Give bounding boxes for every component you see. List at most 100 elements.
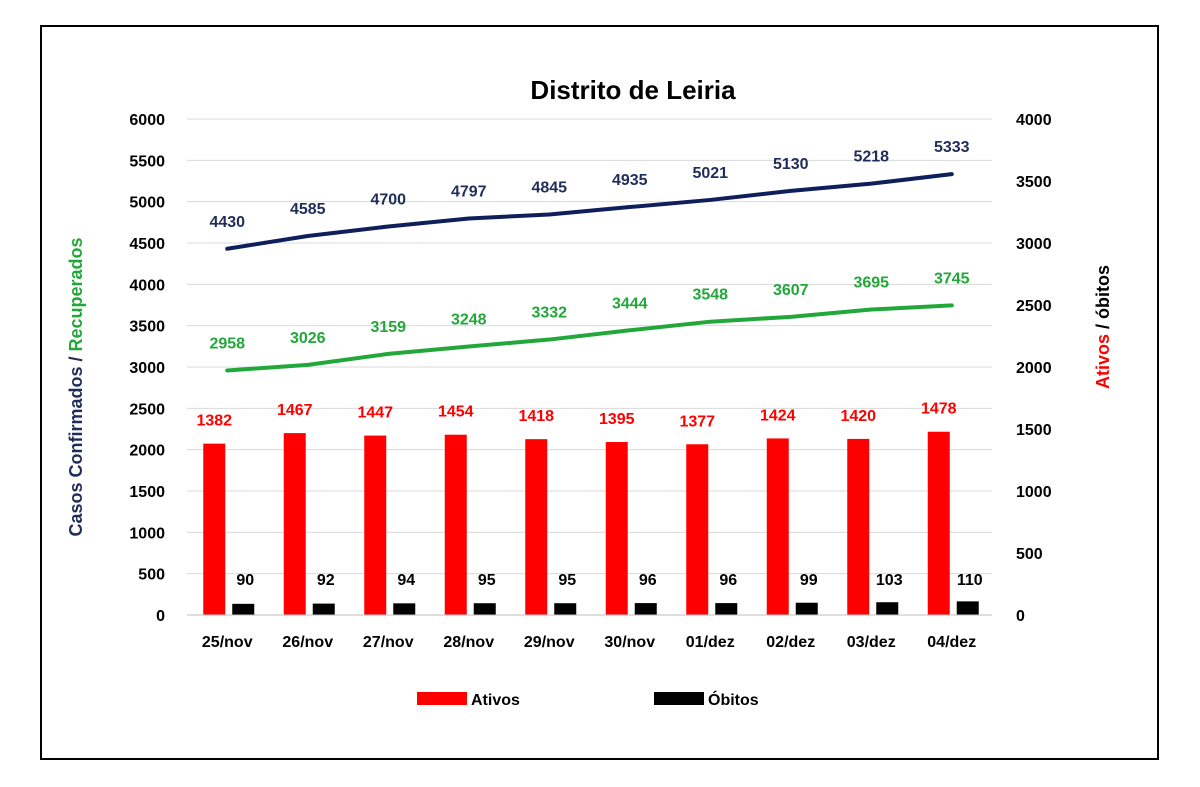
data-label-obitos: 95	[478, 572, 496, 589]
bar-obitos	[232, 603, 255, 615]
data-label-obitos: 103	[876, 572, 903, 589]
left-tick-label: 5000	[129, 195, 165, 212]
left-tick-label: 0	[156, 608, 165, 625]
data-label-ativos: 1454	[438, 404, 474, 421]
left-tick-label: 500	[138, 567, 165, 584]
x-tick-label: 30/nov	[604, 634, 655, 651]
data-label-recuperados: 3248	[451, 311, 487, 328]
bar-obitos	[393, 603, 416, 615]
data-label-recuperados: 3607	[773, 282, 809, 299]
left-axis-label-part: Recuperados	[66, 237, 86, 351]
data-label-recuperados: 3026	[290, 330, 326, 347]
data-label-ativos: 1420	[840, 408, 876, 425]
data-label-recuperados: 3159	[370, 319, 406, 336]
left-tick-label: 6000	[129, 112, 165, 129]
data-label-confirmados: 4797	[451, 183, 487, 200]
x-tick-label: 26/nov	[282, 634, 333, 651]
left-axis-label-part: Casos Confirmados	[66, 367, 86, 537]
lines-group	[225, 172, 954, 373]
bar-ativos	[203, 443, 226, 615]
axes: 0500100015002000250030003500400045005000…	[66, 112, 1113, 651]
data-label-recuperados: 2958	[209, 335, 245, 352]
data-label-confirmados: 4585	[290, 201, 326, 218]
chart-svg: 1382 1467 1447 1454 1418 1395 1377 1424 1420 1478…	[66, 75, 1113, 709]
right-axis-label-part: Ativos	[1093, 334, 1113, 389]
right-axis-label: Ativos / óbitos	[1093, 265, 1113, 389]
bar-ativos	[686, 444, 709, 615]
data-label-ativos: 1447	[357, 405, 393, 422]
left-tick-label: 5500	[129, 153, 165, 170]
data-label-confirmados: 4845	[531, 179, 567, 196]
right-tick-label: 0	[1016, 608, 1025, 625]
bar-obitos	[312, 603, 335, 615]
data-label-obitos: 92	[317, 572, 335, 589]
legend-label-obitos: Óbitos	[708, 690, 759, 709]
data-label-ativos: 1424	[760, 407, 796, 424]
bar-obitos	[634, 603, 657, 615]
left-tick-label: 4500	[129, 236, 165, 253]
right-tick-label: 4000	[1016, 112, 1052, 129]
legend-swatch-obitos	[654, 692, 704, 705]
bar-ativos	[927, 431, 950, 615]
x-tick-label: 04/dez	[927, 634, 976, 651]
legend-swatch-ativos	[417, 692, 467, 705]
x-tick-label: 27/nov	[363, 634, 414, 651]
right-tick-label: 2000	[1016, 360, 1052, 377]
x-tick-label: 01/dez	[686, 634, 735, 651]
data-label-confirmados: 4430	[209, 214, 245, 231]
bar-ativos	[605, 442, 628, 615]
data-label-obitos: 110	[957, 572, 983, 589]
bar-obitos	[473, 603, 496, 615]
data-label-obitos: 95	[558, 572, 576, 589]
data-label-confirmados: 5021	[692, 165, 728, 182]
x-tick-label: 28/nov	[443, 634, 494, 651]
legend: Ativos Óbitos	[417, 690, 759, 709]
right-axis-label-part: / óbitos	[1093, 265, 1113, 334]
data-label-recuperados: 3332	[531, 305, 567, 322]
data-label-obitos: 96	[639, 572, 657, 589]
data-label-obitos: 99	[800, 572, 818, 589]
legend-label-ativos: Ativos	[471, 692, 520, 709]
chart-frame: 1382 1467 1447 1454 1418 1395 1377 1424 1420 1478…	[40, 25, 1159, 760]
right-tick-label: 2500	[1016, 298, 1052, 315]
bar-obitos	[554, 603, 577, 615]
data-label-ativos: 1467	[277, 402, 313, 419]
bar-obitos	[956, 601, 979, 615]
data-label-ativos: 1377	[679, 413, 715, 430]
left-tick-label: 2000	[129, 443, 165, 460]
right-tick-label: 1500	[1016, 422, 1052, 439]
data-label-confirmados: 4700	[370, 191, 406, 208]
data-label-obitos: 90	[236, 572, 254, 589]
data-labels: 1382 1467 1447 1454 1418 1395 1377 1424 1420 1478…	[196, 139, 982, 589]
left-tick-label: 3500	[129, 319, 165, 336]
right-tick-label: 1000	[1016, 484, 1052, 501]
data-label-confirmados: 5130	[773, 156, 809, 173]
line-recuperados	[225, 303, 954, 373]
right-tick-label: 500	[1016, 546, 1043, 563]
chart-title: Distrito de Leiria	[530, 75, 736, 105]
data-label-ativos: 1418	[518, 408, 554, 425]
bar-ativos	[525, 439, 548, 615]
data-label-recuperados: 3745	[934, 270, 970, 287]
right-tick-label: 3500	[1016, 174, 1052, 191]
bar-obitos	[795, 602, 818, 615]
bar-ativos	[283, 433, 306, 615]
bars-group	[203, 431, 979, 615]
gridlines	[187, 118, 992, 616]
bar-ativos	[444, 434, 467, 615]
data-label-confirmados: 5218	[853, 149, 889, 166]
bar-obitos	[715, 603, 738, 615]
data-label-recuperados: 3548	[692, 287, 728, 304]
left-axis-label: Casos Confirmados / Recuperados	[66, 237, 86, 536]
data-label-confirmados: 5333	[934, 139, 970, 156]
right-tick-label: 3000	[1016, 236, 1052, 253]
left-axis-label-part: /	[66, 351, 86, 366]
bar-obitos	[876, 602, 899, 615]
data-label-confirmados: 4935	[612, 172, 648, 189]
bar-ativos	[766, 438, 789, 615]
data-label-ativos: 1382	[196, 413, 232, 430]
data-label-ativos: 1395	[599, 411, 635, 428]
x-tick-label: 25/nov	[202, 634, 253, 651]
x-tick-label: 29/nov	[524, 634, 575, 651]
data-label-recuperados: 3695	[853, 275, 889, 292]
